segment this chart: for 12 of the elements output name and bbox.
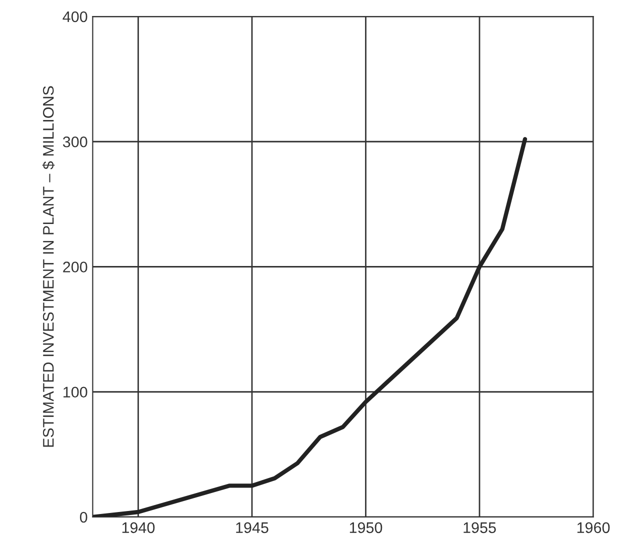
line-series bbox=[92, 137, 528, 517]
x-tick-label: 1955 bbox=[464, 522, 496, 534]
x-tick-label: 1950 bbox=[350, 522, 382, 534]
y-tick-label: 300 bbox=[62, 136, 88, 148]
x-tick-label: 1940 bbox=[122, 522, 155, 534]
x-tick-label: 1945 bbox=[236, 522, 268, 534]
y-axis-title: ESTIMATED INVESTMENT IN PLANT – $ MILLIONS bbox=[42, 86, 55, 447]
y-tick-label: 400 bbox=[62, 11, 88, 22]
y-tick-label: 200 bbox=[63, 262, 88, 272]
y-tick-label: 100 bbox=[64, 386, 88, 398]
x-tick-label: 1960 bbox=[577, 522, 610, 534]
y-tick-label: 0 bbox=[80, 512, 88, 523]
